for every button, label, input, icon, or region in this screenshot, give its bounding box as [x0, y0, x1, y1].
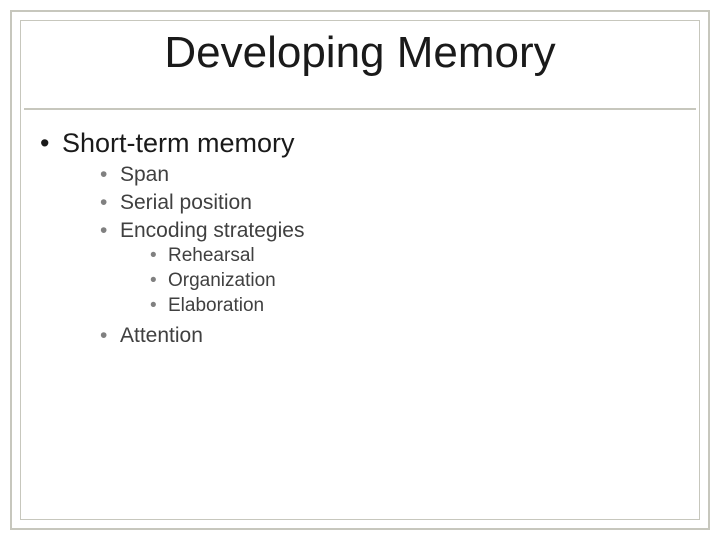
bullet-list-lvl3: • Rehearsal • Organization • [150, 245, 304, 317]
list-item-label: Elaboration [168, 295, 264, 317]
list-item-label: Span [120, 163, 169, 187]
slide-content: • Short-term memory • Span • Serial posi… [40, 128, 680, 366]
list-item-label: Encoding strategies [120, 219, 304, 242]
list-item-label: Organization [168, 270, 276, 292]
list-item-label: Rehearsal [168, 245, 255, 267]
list-item: • Rehearsal [150, 245, 304, 267]
bullet-list-lvl2: • Span • Serial position • Encoding stra… [100, 163, 304, 348]
bullet-icon: • [100, 324, 120, 348]
bullet-icon: • [100, 191, 120, 215]
list-item: • Encoding strategies • Rehearsal • [100, 219, 304, 320]
bullet-icon: • [100, 219, 120, 243]
bullet-icon: • [150, 270, 168, 292]
bullet-icon: • [150, 245, 168, 267]
bullet-list-lvl1: • Short-term memory • Span • Serial posi… [40, 128, 680, 352]
list-item-label: Attention [120, 324, 203, 348]
slide-title: Developing Memory [0, 28, 720, 78]
slide: Developing Memory • Short-term memory • … [0, 0, 720, 540]
list-item: • Organization [150, 270, 304, 292]
bullet-icon: • [40, 128, 62, 159]
list-item: • Serial position [100, 191, 304, 215]
list-item: • Attention [100, 324, 304, 348]
list-item-label: Serial position [120, 191, 252, 215]
list-item: • Short-term memory • Span • Serial posi… [40, 128, 680, 352]
list-item: • Elaboration [150, 295, 304, 317]
list-item: • Span [100, 163, 304, 187]
title-underline [24, 108, 696, 110]
bullet-icon: • [100, 163, 120, 187]
bullet-icon: • [150, 295, 168, 317]
list-item-label: Short-term memory [62, 128, 295, 158]
